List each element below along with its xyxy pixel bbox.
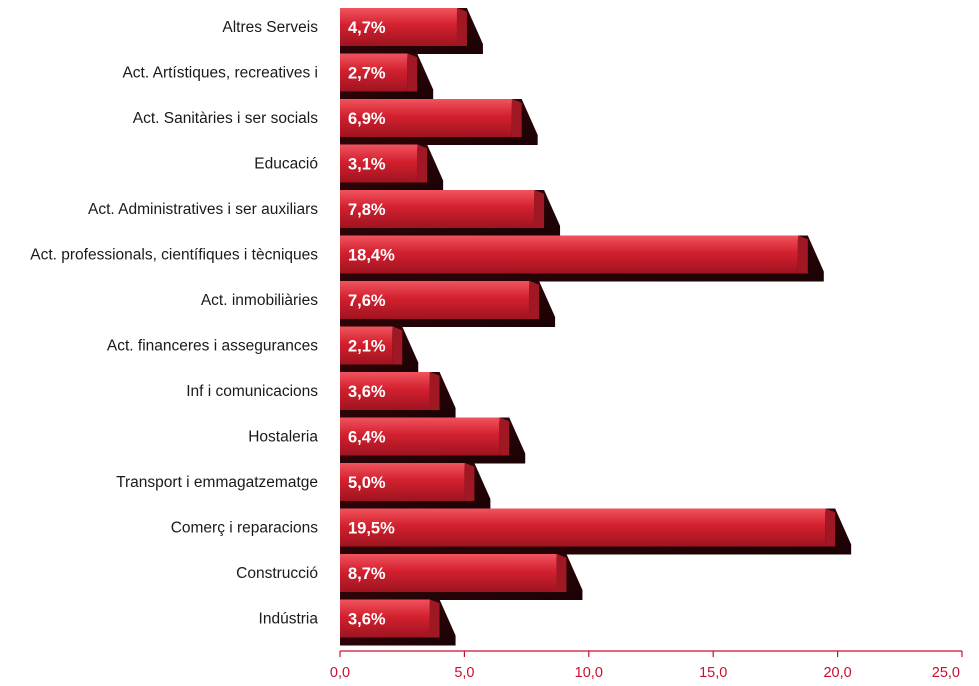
bar-end <box>407 53 418 92</box>
category-label: Transport i emmagatzematge <box>116 474 318 491</box>
category-label: Act. Artístiques, recreatives i <box>122 65 318 82</box>
bar-end <box>556 554 567 592</box>
bar-end <box>464 463 475 501</box>
category-labels: Altres Serveis Act. Artístiques, recreati… <box>30 19 318 628</box>
category-label: Act. Sanitàries i ser socials <box>133 110 318 127</box>
bar <box>340 326 393 365</box>
bar <box>340 190 535 228</box>
x-tick-label: 15,0 <box>699 665 727 681</box>
bar-end <box>511 99 522 137</box>
x-tick-label: 0,0 <box>330 665 350 681</box>
category-label: Act. Administratives i ser auxiliars <box>88 201 318 218</box>
value-label: 2,7% <box>348 65 386 83</box>
bar-end <box>456 8 467 46</box>
value-label: 3,6% <box>348 611 386 629</box>
bar <box>340 144 418 183</box>
bar <box>340 281 530 319</box>
category-label: Act. financeres i assegurances <box>107 338 318 355</box>
bar-end <box>499 417 510 456</box>
value-label: 8,7% <box>348 565 386 583</box>
category-label: Hostaleria <box>248 429 318 446</box>
bar <box>340 599 430 638</box>
category-label: Altres Serveis <box>222 19 318 36</box>
value-label: 7,6% <box>348 292 386 310</box>
bar <box>340 417 500 456</box>
category-label: Construcció <box>236 565 318 582</box>
x-tick-label: 25,0 <box>932 665 960 681</box>
value-label: 18,4% <box>348 247 395 265</box>
bar-end <box>529 281 540 319</box>
category-label: Indústria <box>259 611 319 628</box>
bar-end <box>392 326 403 365</box>
bar <box>340 508 826 547</box>
value-label: 3,6% <box>348 383 386 401</box>
bar <box>340 463 465 501</box>
bar <box>340 53 408 92</box>
bar-end <box>429 599 440 638</box>
bar-end <box>429 372 440 410</box>
value-label: 5,0% <box>348 474 386 492</box>
category-label: Act. professionals, científiques i tècni… <box>30 247 318 264</box>
value-labels: 4,7% 2,7% 6,9% 3,1% 7,8% 18,4% 7,6% 2,1% 3,6% 6,4… <box>348 19 395 629</box>
value-label: 6,9% <box>348 110 386 128</box>
category-label: Act. inmobiliàries <box>201 292 318 309</box>
bar <box>340 99 512 137</box>
value-label: 4,7% <box>348 19 386 37</box>
value-label: 19,5% <box>348 520 395 538</box>
category-label: Inf i comunicacions <box>186 383 318 400</box>
value-label: 2,1% <box>348 338 386 356</box>
x-tick-label: 20,0 <box>823 665 851 681</box>
bar <box>340 372 430 410</box>
bar-end <box>417 144 428 183</box>
category-label: Educació <box>254 156 318 173</box>
bar <box>340 8 457 46</box>
bar-end <box>534 190 545 228</box>
x-tick-label: 10,0 <box>575 665 603 681</box>
value-label: 6,4% <box>348 429 386 447</box>
bar-end <box>797 235 808 274</box>
x-axis: 0,0 5,0 10,0 15,0 20,0 25,0 <box>330 650 963 681</box>
x-tick-label: 5,0 <box>454 665 474 681</box>
bar-end <box>825 508 836 547</box>
bar <box>340 554 557 592</box>
category-label: Comerç i reparacions <box>171 520 319 537</box>
value-label: 3,1% <box>348 156 386 174</box>
bar <box>340 235 798 274</box>
bars <box>340 8 836 638</box>
value-label: 7,8% <box>348 201 386 219</box>
